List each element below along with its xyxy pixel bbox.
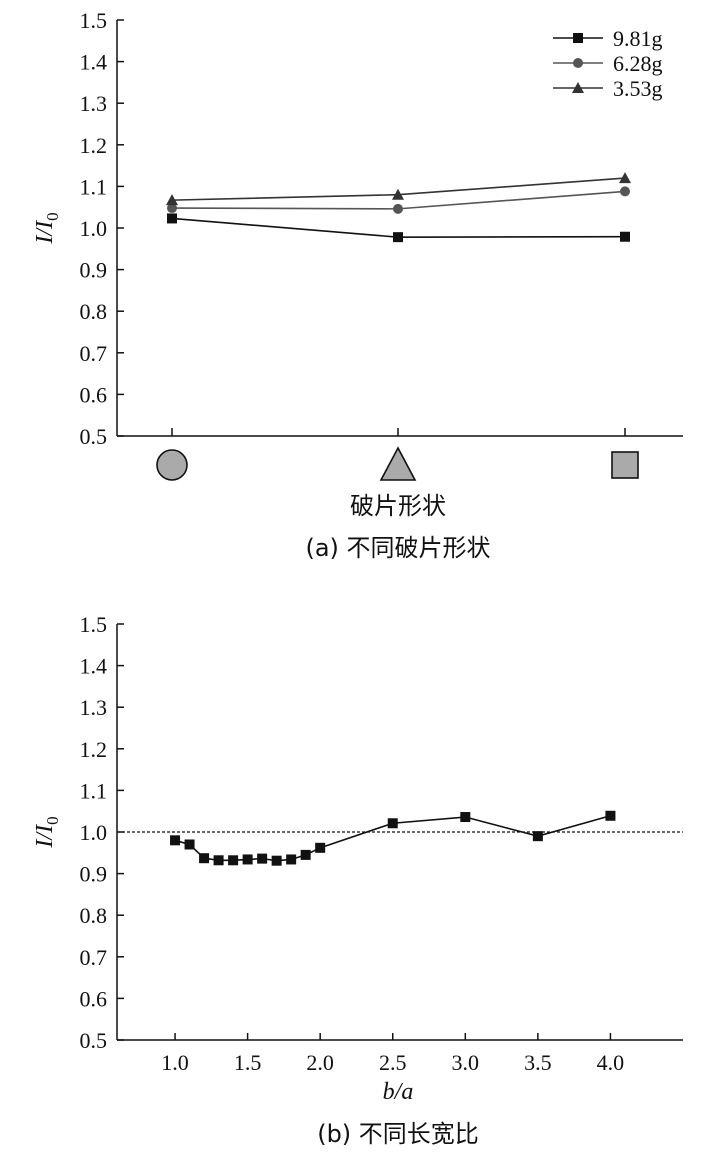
data-point-9.81g	[393, 232, 403, 243]
y-tick-label: 1.3	[80, 91, 108, 116]
data-point	[460, 812, 471, 823]
data-point	[271, 855, 282, 866]
y-tick-label: 0.6	[80, 382, 108, 407]
data-point-9.81g	[620, 231, 630, 242]
y-tick-label: 1.5	[80, 612, 108, 637]
y-tick-label: 1.4	[80, 50, 108, 75]
data-point-3.53g	[166, 194, 178, 206]
y-axis-title-sub: 0	[43, 816, 62, 825]
legend-label: 6.28g	[613, 51, 663, 76]
data-point-3.53g	[392, 188, 404, 200]
y-tick-label: 0.9	[80, 862, 108, 887]
square-icon	[611, 451, 639, 479]
x-tick-label: 1.5	[234, 1050, 262, 1075]
x-axis-title: 破片形状	[350, 492, 446, 520]
y-tick-label: 1.1	[80, 174, 108, 199]
data-point	[242, 854, 253, 865]
data-point	[199, 853, 210, 864]
y-axis-title: I/I0	[32, 212, 62, 244]
y-axis-title-sub: 0	[43, 212, 62, 221]
y-tick-label: 0.7	[80, 341, 108, 366]
data-point-3.53g	[619, 172, 631, 184]
data-point	[170, 835, 181, 846]
legend-label: 3.53g	[613, 76, 663, 101]
x-tick-label: 3.0	[452, 1050, 480, 1075]
y-tick-label: 1.4	[80, 654, 108, 679]
y-axis-title-main: I/I	[32, 824, 58, 849]
triangle-icon	[379, 446, 417, 481]
y-tick-label: 0.8	[80, 903, 108, 928]
data-point	[184, 839, 195, 850]
x-tick-label: 2.5	[379, 1050, 407, 1075]
data-point	[532, 831, 543, 842]
y-tick-label: 0.8	[80, 299, 108, 324]
chart-caption: (b) 不同长宽比	[317, 1120, 479, 1148]
chart-caption: (a) 不同破片形状	[305, 534, 490, 562]
y-tick-label: 1.1	[80, 778, 108, 803]
legend-marker-9.81g	[573, 33, 583, 43]
data-point	[315, 842, 326, 853]
x-tick-label: 1.0	[161, 1050, 189, 1075]
data-point	[387, 818, 398, 829]
y-tick-label: 1.5	[80, 8, 108, 33]
data-point	[213, 855, 224, 866]
legend-marker-3.53g	[572, 82, 584, 93]
y-tick-label: 1.0	[80, 820, 108, 845]
data-point-6.28g	[167, 203, 177, 214]
legend-marker-6.28g	[573, 58, 583, 68]
data-point	[228, 855, 239, 866]
x-tick-label: 2.0	[306, 1050, 334, 1075]
data-point-9.81g	[167, 213, 177, 224]
chart-a-shape: 0.5 0.6 0.7 0.8 0.9 1.0 1.1 1.2 1.3 1.4 1.5 I/I0 破片形…	[32, 8, 683, 562]
data-point	[605, 810, 616, 821]
y-axis-title: I/I0	[32, 816, 62, 848]
data-point	[300, 849, 311, 860]
y-tick-label: 1.2	[80, 737, 108, 762]
circle-icon	[156, 449, 188, 481]
x-tick-label: 4.0	[597, 1050, 625, 1075]
y-tick-label: 0.9	[80, 258, 108, 283]
chart-b-aspect-ratio: 0.5 0.6 0.7 0.8 0.9 1.0 1.1 1.2 1.3 1.4 1.5 I/I0 1.0…	[32, 612, 683, 1148]
y-tick-label: 1.2	[80, 133, 108, 158]
y-tick-label: 0.7	[80, 945, 108, 970]
data-point	[257, 853, 268, 864]
x-tick-label: 3.5	[524, 1050, 552, 1075]
y-tick-label: 1.3	[80, 695, 108, 720]
y-axis-title-main: I/I	[32, 220, 58, 245]
data-point	[286, 854, 297, 865]
y-tick-label: 0.5	[80, 1028, 108, 1053]
x-axis-title: b/a	[383, 1079, 414, 1105]
legend-label: 9.81g	[613, 26, 663, 51]
y-tick-label: 0.6	[80, 986, 108, 1011]
y-tick-label: 1.0	[80, 216, 108, 241]
y-tick-label: 0.5	[80, 424, 108, 449]
data-point-6.28g	[393, 203, 403, 214]
data-point-6.28g	[620, 186, 630, 197]
